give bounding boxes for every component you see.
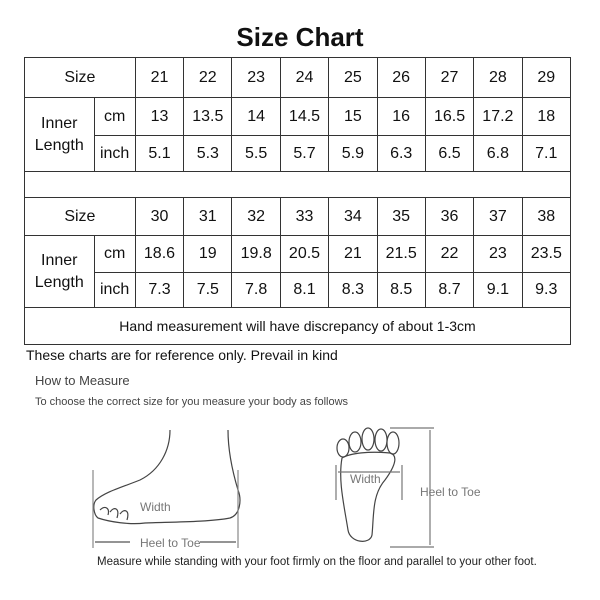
cm-cell: 18 — [521, 97, 572, 136]
cm-cell: 19.8 — [231, 235, 281, 273]
side-heel-to-toe-label: Heel to Toe — [140, 536, 201, 550]
cm-cell: 23.5 — [521, 235, 572, 273]
note-row: Hand measurement will have discrepancy o… — [24, 307, 571, 345]
inch-cell: 7.1 — [521, 135, 572, 172]
measure-instruction: Measure while standing with your foot fi… — [97, 556, 537, 568]
cm-cell: 21.5 — [376, 235, 426, 273]
inch-cell: 8.1 — [279, 272, 330, 308]
inch-row: inch 5.1 5.3 5.5 5.7 5.9 6.3 6.5 6.8 7.1 — [25, 135, 572, 172]
size-cell: 28 — [473, 57, 523, 98]
size-cell: 36 — [424, 197, 475, 236]
inch-cell: 7.3 — [134, 272, 185, 308]
side-foot-illustration — [92, 430, 241, 548]
inch-cell: 6.5 — [424, 135, 475, 172]
size-cell: 38 — [521, 197, 572, 236]
size-cell: 24 — [279, 57, 330, 98]
size-cell: 31 — [183, 197, 233, 236]
size-cell: 21 — [134, 57, 185, 98]
inner-length-label: Inner Length — [24, 235, 95, 308]
size-table: Size 21 22 23 24 25 26 27 28 29 Inner Length cm 13 13… — [24, 57, 572, 345]
top-heel-to-toe-label: Heel to Toe — [420, 485, 481, 499]
size-header: Size — [24, 57, 136, 98]
cm-cell: 13.5 — [183, 97, 233, 136]
cm-cell: 19 — [183, 235, 233, 273]
size-cell: 22 — [183, 57, 233, 98]
inch-cell: 7.5 — [183, 272, 233, 308]
top-width-label: Width — [350, 472, 381, 486]
cm-cell: 18.6 — [134, 235, 185, 273]
size-cell: 37 — [473, 197, 523, 236]
spacer-row — [24, 171, 571, 198]
size-cell: 26 — [376, 57, 426, 98]
size-cell: 30 — [134, 197, 185, 236]
inch-cell: 9.3 — [521, 272, 572, 308]
page-title: Size Chart — [236, 22, 364, 52]
inch-cell: 5.1 — [134, 135, 185, 172]
cm-cell: 14.5 — [279, 97, 330, 136]
cm-label: cm — [93, 235, 136, 273]
inch-cell: 8.7 — [424, 272, 475, 308]
spacer-cell — [24, 171, 571, 198]
inch-cell: 5.7 — [279, 135, 330, 172]
inch-row: inch 7.3 7.5 7.8 8.1 8.3 8.5 8.7 9.1 9.3 — [25, 272, 572, 308]
cm-cell: 21 — [328, 235, 378, 273]
inch-cell: 5.9 — [328, 135, 378, 172]
cm-cell: 20.5 — [279, 235, 330, 273]
size-row: Size 21 22 23 24 25 26 27 28 29 — [24, 57, 572, 98]
cm-label: cm — [93, 97, 136, 136]
inner-length-label: Inner Length — [24, 97, 95, 172]
how-to-subheading: To choose the correct size for you measu… — [35, 396, 349, 408]
size-header: Size — [24, 197, 136, 236]
size-cell: 29 — [521, 57, 572, 98]
size-cell: 34 — [328, 197, 378, 236]
cm-row: Inner Length cm 18.6 19 19.8 20.5 21 21.5 22 23 23… — [24, 235, 572, 308]
how-to-heading: How to Measure — [35, 373, 130, 388]
cm-cell: 17.2 — [473, 97, 523, 136]
inch-cell: 6.8 — [473, 135, 523, 172]
inch-cell: 5.5 — [231, 135, 281, 172]
cm-row: Inner Length cm 13 13.5 14 14.5 15 16 16.5 17.2 18 — [24, 97, 572, 172]
size-cell: 27 — [424, 57, 475, 98]
cm-cell: 16 — [376, 97, 426, 136]
size-row: Size 30 31 32 33 34 35 36 37 38 — [24, 197, 572, 236]
size-cell: 33 — [279, 197, 330, 236]
top-foot-illustration — [335, 427, 434, 548]
inch-label: inch — [93, 272, 136, 308]
cm-cell: 14 — [231, 97, 281, 136]
inch-label: inch — [93, 135, 136, 172]
side-width-label: Width — [140, 500, 171, 514]
inch-cell: 7.8 — [231, 272, 281, 308]
reference-note: These charts are for reference only. Pre… — [26, 347, 338, 363]
cm-cell: 15 — [328, 97, 378, 136]
inch-cell: 8.5 — [376, 272, 426, 308]
cm-cell: 13 — [134, 97, 185, 136]
cm-cell: 16.5 — [424, 97, 475, 136]
cm-cell: 22 — [424, 235, 475, 273]
inch-cell: 5.3 — [183, 135, 233, 172]
inch-cell: 8.3 — [328, 272, 378, 308]
size-cell: 23 — [231, 57, 281, 98]
cm-cell: 23 — [473, 235, 523, 273]
size-cell: 35 — [376, 197, 426, 236]
size-cell: 25 — [328, 57, 378, 98]
inch-cell: 6.3 — [376, 135, 426, 172]
size-cell: 32 — [231, 197, 281, 236]
discrepancy-note: Hand measurement will have discrepancy o… — [24, 307, 571, 345]
inch-cell: 9.1 — [473, 272, 523, 308]
